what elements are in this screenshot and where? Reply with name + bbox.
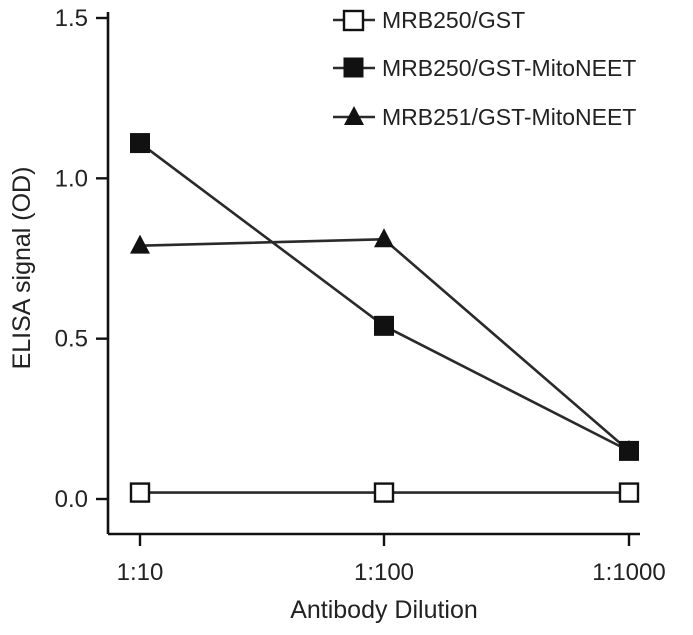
x-ticks: 1:10 1:100 1:1000 <box>117 534 666 586</box>
data-point-filled-square <box>374 315 394 336</box>
series-markers <box>129 133 640 503</box>
y-ticks: 0.0 0.5 1.0 1.5 <box>55 5 108 513</box>
data-point-open-square <box>373 482 395 503</box>
legend: MRB250/GST MRB250/GST-MitoNEET MRB251/GS… <box>333 7 636 130</box>
series-line-1 <box>139 142 630 453</box>
data-point-filled-triangle <box>619 439 639 459</box>
y-tick-label: 1.0 <box>55 165 88 192</box>
y-axis-title: ELISA signal (OD) <box>8 167 36 370</box>
legend-label-2: MRB251/GST-MitoNEET <box>382 104 636 130</box>
x-tick-label: 1:10 <box>117 559 164 586</box>
y-tick-label: 0.0 <box>55 486 88 513</box>
x-tick-label: 1:1000 <box>592 559 665 586</box>
series-line-2 <box>139 237 630 452</box>
legend-entry-0: MRB250/GST <box>333 7 525 33</box>
legend-entry-2: MRB251/GST-MitoNEET <box>333 104 636 130</box>
data-point-filled-square <box>130 133 150 154</box>
legend-label-1: MRB250/GST-MitoNEET <box>382 55 636 81</box>
data-point-filled-triangle <box>374 228 394 248</box>
x-axis-title: Antibody Dilution <box>290 596 478 624</box>
legend-marker-0 <box>342 9 365 32</box>
y-tick-label: 0.5 <box>55 326 88 353</box>
axes <box>106 12 640 536</box>
legend-label-0: MRB250/GST <box>382 7 525 33</box>
data-point-filled-triangle <box>130 234 150 254</box>
y-tick-label: 1.5 <box>55 5 88 32</box>
data-point-open-square <box>129 482 151 503</box>
legend-marker-1 <box>343 57 364 78</box>
legend-entry-1: MRB250/GST-MitoNEET <box>333 55 636 81</box>
legend-marker-2 <box>344 106 364 125</box>
data-point-open-square <box>618 482 640 503</box>
x-tick-label: 1:100 <box>354 559 414 586</box>
